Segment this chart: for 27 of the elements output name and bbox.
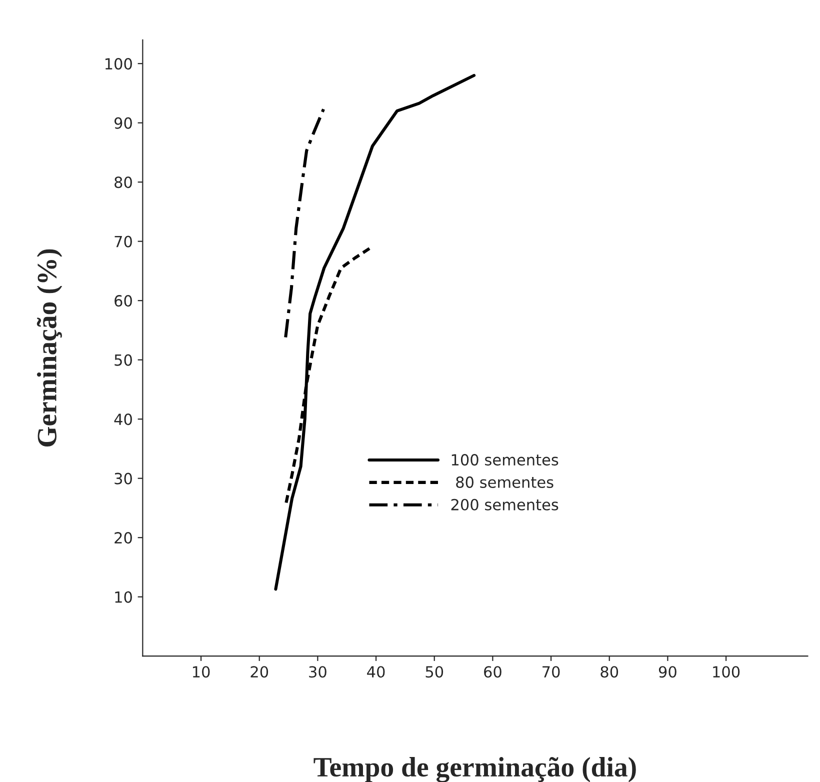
x-tick-label: 80: [600, 666, 618, 678]
y-tick-label: 80: [114, 176, 132, 188]
y-tick-label: 20: [114, 532, 132, 544]
x-axis-title: Tempo de germinação (dia): [314, 756, 636, 782]
y-tick-label: 40: [114, 414, 132, 426]
legend-label: 200 sementes: [451, 498, 558, 510]
legend-label: 100 sementes: [452, 454, 558, 466]
y-tick-label: 70: [114, 236, 132, 248]
y-tick-label: 10: [115, 591, 132, 603]
y-tick-label: 30: [114, 472, 132, 484]
y-tick-label: 100: [105, 58, 132, 70]
x-tick-label: 70: [542, 666, 560, 678]
y-tick-label: 50: [114, 354, 132, 366]
x-tick-label: 30: [309, 666, 326, 678]
x-tick-label: 90: [658, 666, 676, 678]
line-series: [284, 246, 372, 504]
legend-label: 80 sementes: [456, 476, 554, 488]
x-tick-label: 100: [713, 666, 740, 678]
x-tick-label: 60: [484, 666, 502, 678]
x-tick-label: 50: [426, 666, 444, 678]
y-tick-label: 60: [114, 295, 132, 307]
x-tick-label: 20: [250, 666, 268, 678]
line-series: [284, 108, 326, 339]
y-tick-label: 90: [114, 117, 132, 129]
x-tick-label: 10: [192, 666, 210, 678]
y-axis-title: Germinação (%): [36, 249, 62, 447]
x-tick-label: 40: [367, 666, 385, 678]
